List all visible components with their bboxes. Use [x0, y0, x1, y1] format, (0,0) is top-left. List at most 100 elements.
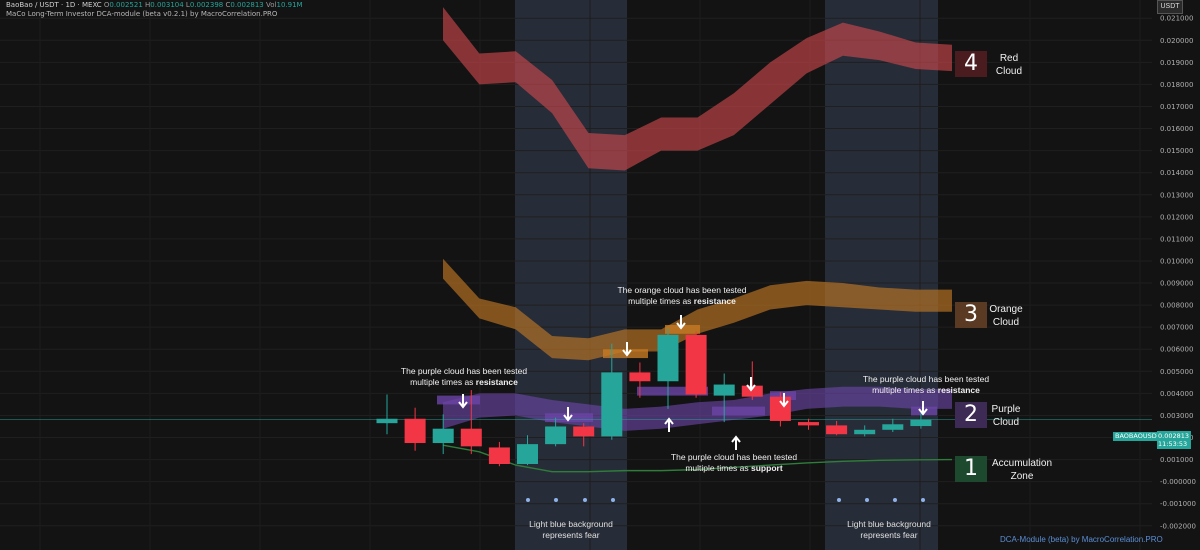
y-tick-label: -0.002000: [1160, 522, 1196, 530]
low-label: L: [185, 1, 190, 9]
y-tick-label: 0.017000: [1160, 103, 1193, 111]
zone-label-line2: Cloud: [992, 417, 1020, 428]
zone-label-line1: Purple: [991, 404, 1021, 415]
candle-body: [769, 396, 791, 421]
candle-body: [629, 372, 651, 382]
annotation-purple-support: The purple cloud has been tested multipl…: [656, 452, 812, 474]
y-tick-label: 0.006000: [1160, 346, 1193, 354]
currency-label[interactable]: USDT: [1157, 0, 1183, 14]
fear-line1: Light blue background: [847, 519, 931, 529]
candle-body: [854, 429, 876, 435]
accumulation-line: [442, 444, 953, 473]
y-tick-label: 0.010000: [1160, 257, 1193, 265]
zone-label-accumulation: Accumulation Zone: [990, 457, 1054, 483]
candle-body: [460, 428, 482, 447]
annotation-line1: The purple cloud has been tested: [400, 366, 528, 376]
y-tick-label: 0.001000: [1160, 456, 1193, 464]
fear-dot: [526, 498, 530, 502]
candle-body: [376, 418, 398, 424]
candle-body: [882, 424, 904, 430]
candle-body: [404, 418, 426, 444]
close-value: 0.002813: [230, 1, 264, 9]
cloud-test-highlight: [665, 324, 700, 334]
candle-body: [685, 334, 707, 395]
annotation-line2: multiple times as: [410, 377, 476, 387]
y-tick-label: -0.001000: [1160, 500, 1196, 508]
annotation-line2: multiple times as: [872, 385, 938, 395]
open-value: 0.002521: [109, 1, 143, 9]
fear-dot: [921, 498, 925, 502]
cloud-test-highlight: [637, 386, 708, 396]
annotation-line1: The orange cloud has been tested: [617, 285, 747, 295]
zone-label-line2: Cloud: [992, 317, 1020, 328]
zone-label-line1: Accumulation: [991, 458, 1053, 469]
annotation-bold: resistance: [475, 377, 518, 387]
fear-dot: [837, 498, 841, 502]
open-label: O: [103, 1, 110, 9]
y-tick-label: 0.004000: [1160, 390, 1193, 398]
annotation-line2: multiple times as: [628, 296, 694, 306]
candle-body: [573, 426, 595, 437]
footer-credit: DCA-Module (beta) by MacroCorrelation.PR…: [1000, 535, 1163, 544]
arrow-icon: [731, 435, 741, 450]
fear-label-left: Light blue background represents fear: [516, 519, 626, 541]
low-value: 0.002398: [189, 1, 224, 9]
y-tick-label: 0.019000: [1160, 59, 1193, 67]
zone-label-line1: Red: [999, 53, 1019, 64]
candle-body: [601, 372, 623, 437]
symbol-line: BaoBao / USDT · 1D · MEXC: [6, 1, 102, 9]
bar-countdown: 11:53:53: [1158, 440, 1188, 448]
fear-dot: [611, 498, 615, 502]
indicator-title[interactable]: MaCo Long-Term Investor DCA-module (beta…: [6, 10, 278, 18]
fear-label-right: Light blue background represents fear: [834, 519, 944, 541]
candle-body: [826, 425, 848, 435]
cloud-test-highlight: [712, 406, 765, 416]
fear-line1: Light blue background: [529, 519, 613, 529]
zone-label-orange: Orange Cloud: [987, 303, 1025, 329]
last-price-value: 0.002813: [1158, 432, 1190, 440]
fear-background: [825, 0, 938, 550]
annotation-orange-resistance: The orange cloud has been tested multipl…: [604, 285, 760, 307]
zone-label-line1: Orange: [989, 304, 1023, 315]
zone-number-orange: 3: [955, 302, 987, 328]
candle-body: [657, 334, 679, 382]
fear-line2: represents fear: [860, 530, 918, 540]
annotation-bold: support: [751, 463, 783, 473]
fear-dot: [893, 498, 897, 502]
y-tick-label: 0.015000: [1160, 147, 1193, 155]
cloud-test-highlight: [437, 395, 480, 405]
zone-label-red: Red Cloud: [990, 52, 1028, 78]
fear-dot: [554, 498, 558, 502]
candle-body: [545, 426, 567, 445]
symbol-price-tag: BAOBAOUSDT: [1113, 432, 1163, 441]
y-tick-label: 0.009000: [1160, 280, 1193, 288]
candle-body: [741, 385, 763, 397]
y-tick-label: 0.008000: [1160, 302, 1193, 310]
annotation-line1: The purple cloud has been tested: [670, 452, 798, 462]
y-tick-label: 0.005000: [1160, 368, 1193, 376]
y-tick-label: -0.000000: [1160, 478, 1196, 486]
y-tick-label: 0.007000: [1160, 324, 1193, 332]
high-value: 0.003104: [150, 1, 184, 9]
vol-label: Vol: [266, 1, 277, 9]
arrow-icon: [676, 315, 686, 330]
candle-body: [432, 428, 454, 444]
zone-number-red: 4: [955, 51, 987, 77]
annotation-purple-resistance-left: The purple cloud has been tested multipl…: [386, 366, 542, 388]
candle-body: [798, 422, 819, 426]
zone-number-purple: 2: [955, 402, 987, 428]
y-tick-label: 0.014000: [1160, 169, 1193, 177]
fear-dot: [865, 498, 869, 502]
annotation-bold: resistance: [693, 296, 736, 306]
arrow-icon: [622, 342, 632, 357]
red-cloud-band: [443, 7, 952, 171]
candle-body: [488, 447, 510, 464]
candle-body: [713, 384, 735, 396]
y-tick-label: 0.016000: [1160, 125, 1193, 133]
zone-number-accumulation: 1: [955, 456, 987, 482]
high-label: H: [145, 1, 151, 9]
zone-label-line2: Zone: [1010, 471, 1034, 482]
arrow-icon: [779, 393, 789, 408]
